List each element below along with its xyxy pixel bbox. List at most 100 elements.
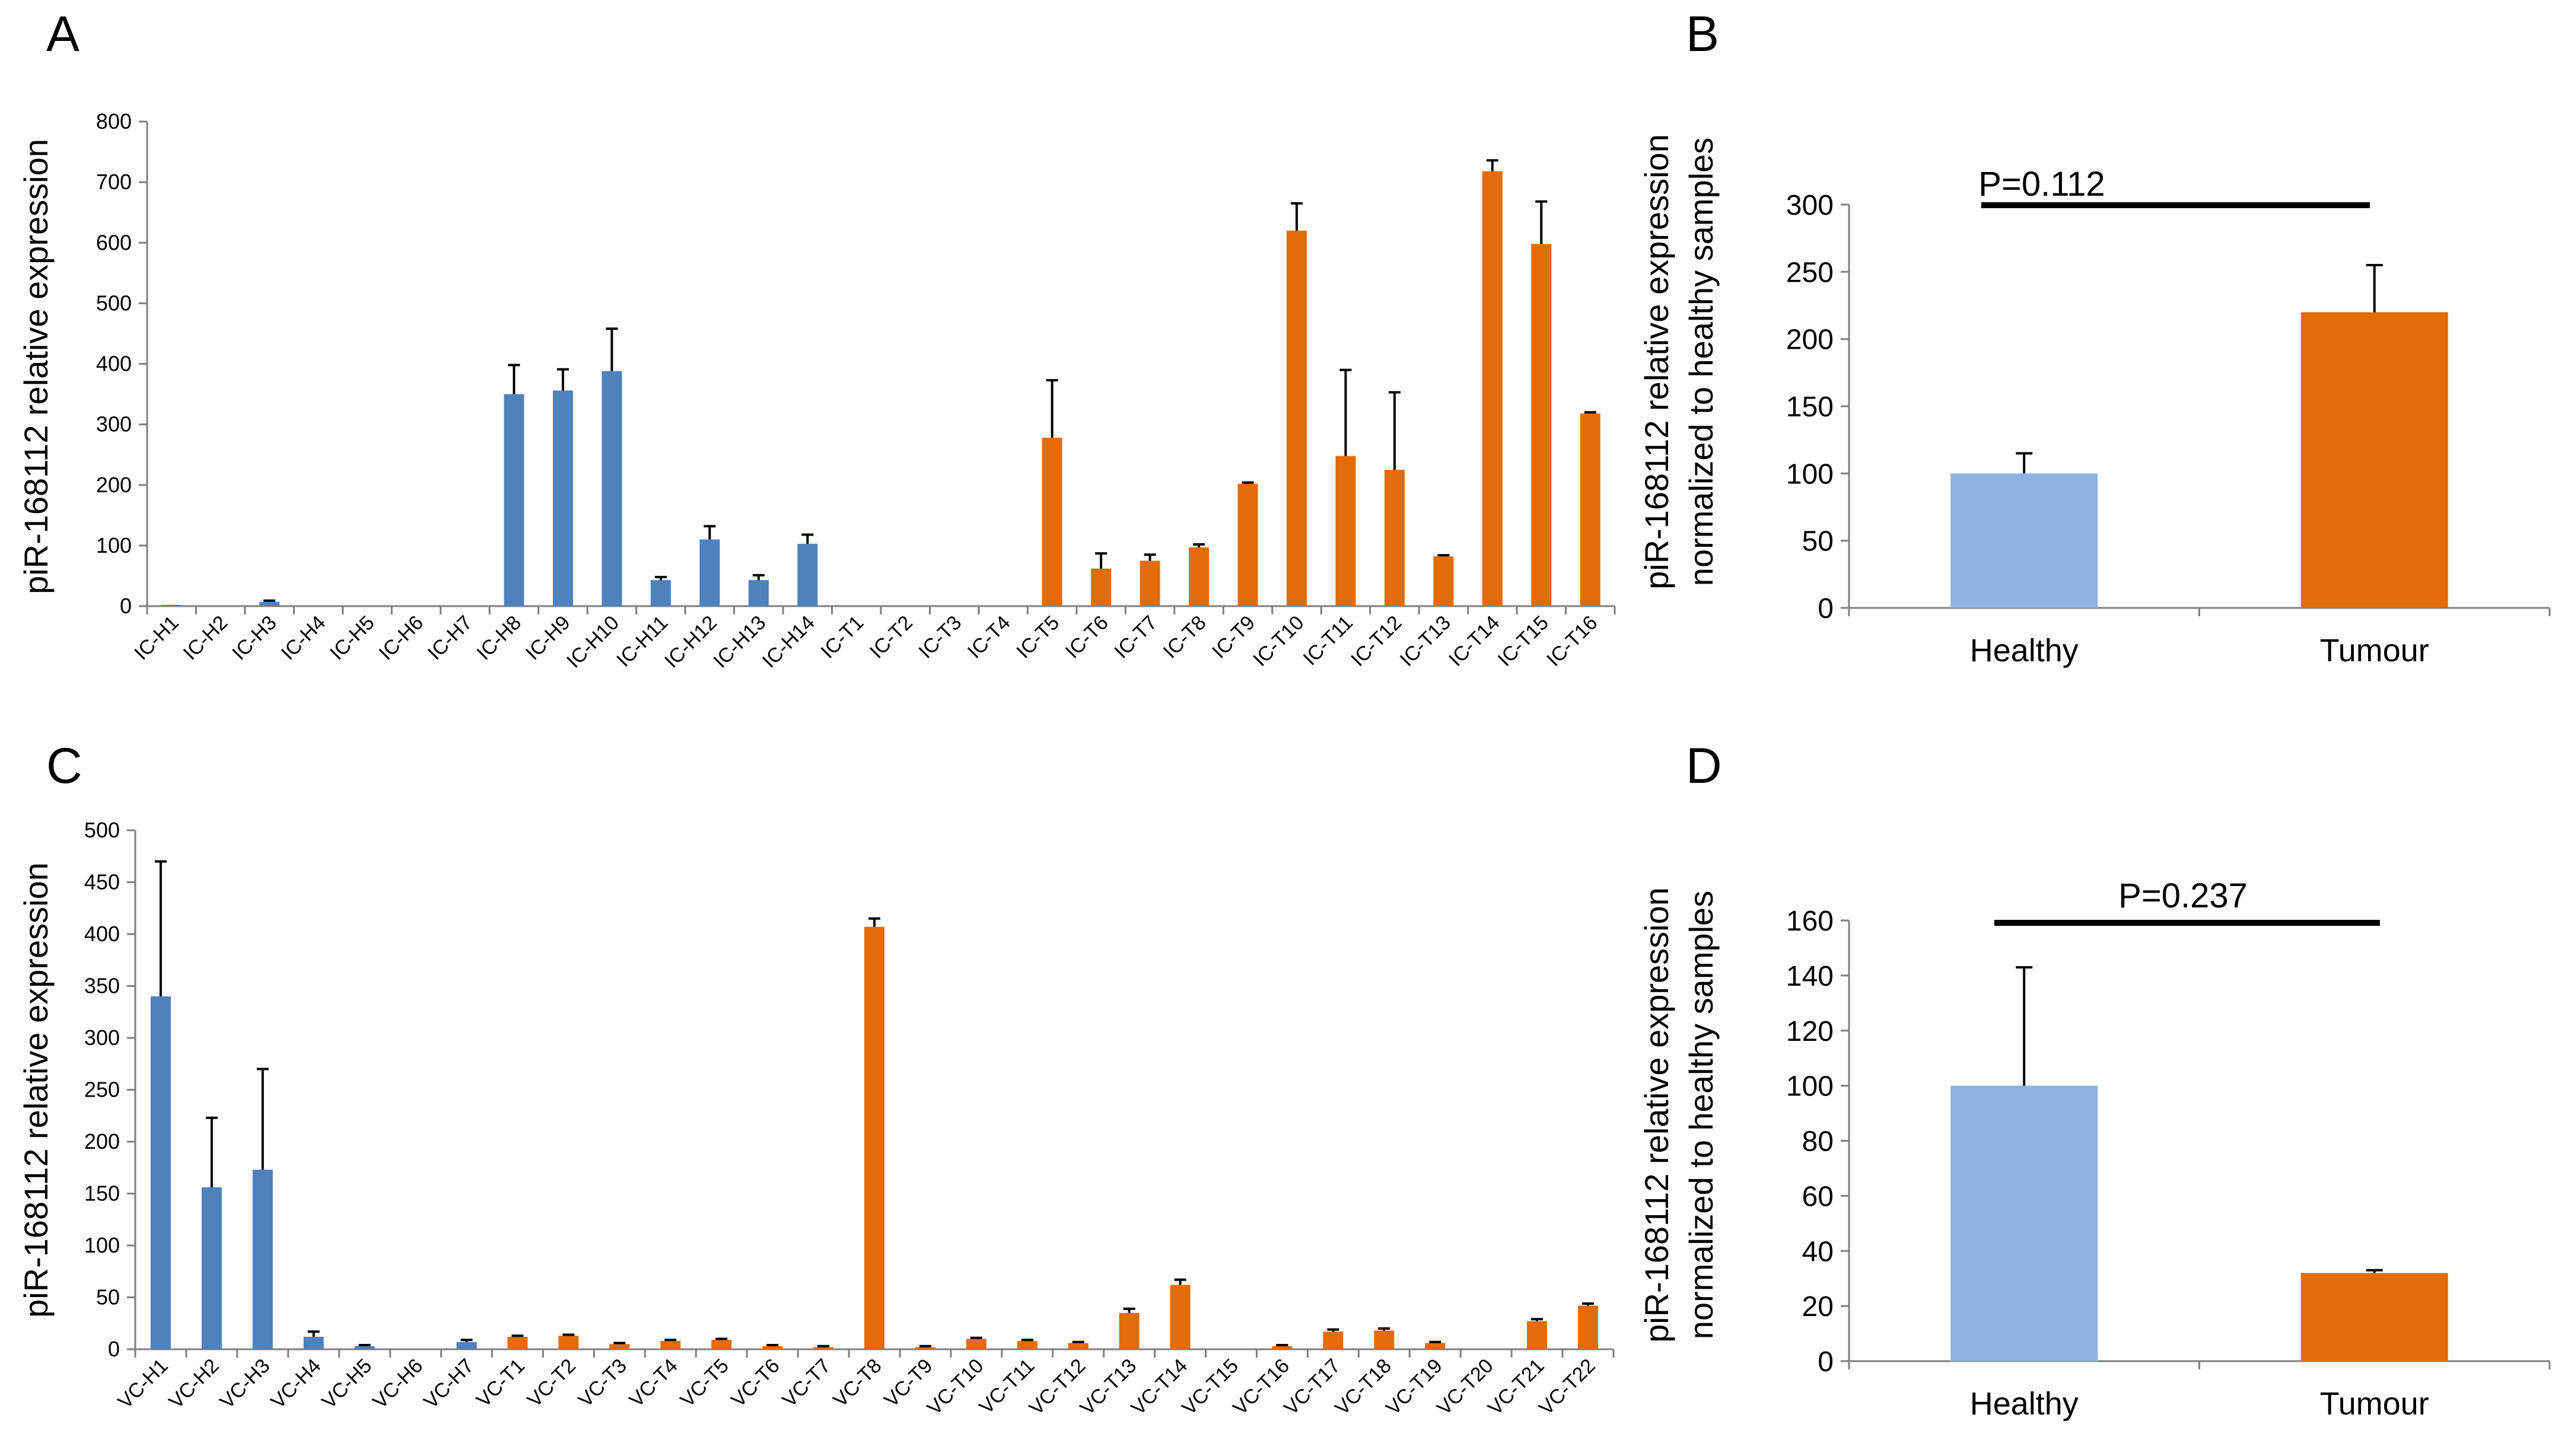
panel-c-category-label: VC-H3: [215, 1355, 274, 1413]
panel-a-ylabel: piR-168112 relative expression: [17, 139, 55, 594]
panel-c-category-label: VC-T17: [1280, 1355, 1345, 1420]
panel-c-ytick-label: 100: [84, 1233, 120, 1257]
panel-a-category-label: IC-T5: [1012, 611, 1064, 663]
panel-b-ytick-label: 100: [1786, 458, 1834, 490]
panel-a-ytick-label: 0: [120, 594, 132, 618]
panel-c-bar-vc-t18: [1374, 1330, 1395, 1349]
panel-c-category-label: VC-T5: [676, 1355, 733, 1412]
panel-a-category-label: IC-H6: [375, 611, 428, 665]
panel-a-category-label: IC-T10: [1249, 611, 1308, 671]
panel-a-ytick-label: 500: [96, 291, 132, 315]
panel-d-p-value: P=0.237: [2118, 877, 2248, 915]
panel-c-bar-vc-t14: [1170, 1285, 1191, 1349]
panel-c-ytick-label: 250: [84, 1078, 120, 1102]
panel-c-bar-vc-h7: [456, 1342, 477, 1349]
panel-d-ytick-label: 80: [1802, 1126, 1834, 1158]
panel-c-ytick-label: 300: [84, 1025, 120, 1050]
panel-a-bar-ic-h8: [504, 394, 524, 606]
panel-c-category-label: VC-T7: [778, 1355, 835, 1412]
panel-c-ytick-label: 400: [84, 922, 120, 946]
panel-a-category-label: IC-H7: [424, 611, 477, 665]
panel-a-bar-ic-t11: [1335, 455, 1356, 606]
panel-c-category-label: VC-H4: [266, 1355, 325, 1413]
panel-c-ytick-label: 500: [84, 818, 120, 842]
panel-c-category-label: VC-T4: [625, 1355, 682, 1412]
panel-c-category-label: VC-T12: [1025, 1355, 1090, 1420]
panel-c-ytick-label: 350: [84, 974, 120, 998]
panel-a-category-label: IC-T1: [816, 611, 868, 663]
panel-a-category-label: IC-T2: [865, 611, 917, 663]
panel-d-ytick-label: 0: [1818, 1346, 1834, 1378]
panel-c-bar-vc-t19: [1425, 1343, 1446, 1349]
panel-c-bar-vc-t11: [1017, 1341, 1038, 1349]
panel-a-bar-ic-t9: [1237, 483, 1258, 606]
panel-c-bar-vc-t10: [966, 1339, 986, 1349]
panel-c-bar-vc-t22: [1578, 1305, 1599, 1349]
panel-a-bar-ic-h13: [748, 580, 769, 606]
panel-a-bar-ic-h9: [552, 390, 573, 606]
panel-a-ytick-label: 200: [96, 473, 132, 497]
panel-d-ytick-label: 120: [1786, 1016, 1834, 1047]
panel-c-bar-vc-t13: [1119, 1312, 1140, 1349]
panel-a-bar-ic-t5: [1042, 438, 1062, 606]
panel-a-bar-ic-t6: [1091, 568, 1112, 606]
panel-a-category-label: IC-H8: [472, 611, 526, 665]
panel-a-category-label: IC-H11: [612, 611, 672, 671]
panel-c-category-label: VC-T2: [523, 1355, 580, 1412]
panel-c-bar-vc-h4: [303, 1337, 324, 1349]
panel-c-category-label: VC-T13: [1076, 1355, 1141, 1420]
panel-c-bar-vc-t1: [507, 1337, 528, 1349]
panel-c-ytick-label: 0: [108, 1337, 120, 1361]
panel-a-category-label: IC-H14: [758, 611, 819, 673]
panel-a-bar-ic-t16: [1580, 413, 1600, 606]
panel-c-category-label: VC-T15: [1178, 1355, 1243, 1420]
panel-a-category-label: IC-H4: [277, 611, 330, 665]
panel-d-ytick-label: 160: [1786, 906, 1834, 937]
panel-c-bar-vc-h5: [354, 1346, 375, 1349]
panel-c-category-label: VC-T8: [829, 1355, 886, 1412]
panel-letter-c: C: [46, 738, 82, 794]
panel-c-bar-vc-h3: [252, 1170, 273, 1349]
panel-a-ytick-label: 100: [96, 533, 132, 557]
panel-c-bar-vc-t4: [660, 1341, 681, 1349]
panel-letter-b: B: [1686, 6, 1719, 62]
panel-d-ylabel-line1: piR-168112 relative expression: [1638, 887, 1675, 1343]
panel-a-category-label: IC-T12: [1347, 611, 1406, 671]
panel-a-category-label: IC-H12: [660, 611, 721, 673]
panel-a-category-label: IC-T15: [1494, 611, 1553, 671]
panel-a-bar-ic-t12: [1384, 470, 1405, 606]
panel-b-ylabel-line1: piR-168112 relative expression: [1638, 134, 1675, 590]
panel-a-bar-ic-h3: [259, 601, 280, 606]
panel-a-category-label: IC-H5: [326, 611, 379, 665]
panel-c-category-label: VC-T22: [1535, 1355, 1600, 1420]
panel-a-bar-ic-h10: [602, 371, 622, 606]
panel-b-chart: piR-168112 relative expression normalize…: [1638, 134, 2551, 668]
panel-a-bar-ic-h12: [699, 539, 720, 606]
panel-a-category-label: IC-H1: [130, 611, 183, 665]
panel-a-category-label: IC-T14: [1444, 611, 1504, 671]
panel-c-category-label: VC-T14: [1127, 1355, 1192, 1420]
panel-c-bar-vc-t12: [1068, 1343, 1089, 1349]
panel-c-category-label: VC-T21: [1484, 1355, 1549, 1420]
panel-a-bar-ic-h14: [797, 543, 818, 606]
panel-a-category-label: IC-H2: [179, 611, 233, 665]
panel-a-category-label: IC-H10: [562, 611, 623, 673]
panel-c-bar-vc-t3: [609, 1344, 630, 1349]
panel-c-category-label: VC-H6: [368, 1355, 427, 1413]
panel-a-bar-ic-t15: [1531, 244, 1552, 607]
panel-a-category-label: IC-T3: [914, 611, 966, 663]
panel-c-bar-vc-t6: [762, 1346, 783, 1349]
panel-d-chart: piR-168112 relative expression normalize…: [1638, 877, 2551, 1422]
panel-a-bar-ic-t10: [1286, 230, 1307, 606]
panel-d-ytick-label: 100: [1786, 1071, 1834, 1103]
panel-d-ytick-label: 140: [1786, 961, 1834, 992]
panel-c-bar-vc-h1: [150, 996, 171, 1349]
panel-c-bar-vc-t21: [1527, 1321, 1548, 1349]
panel-a-bar-ic-t7: [1140, 560, 1160, 606]
panel-d-ylabel: piR-168112 relative expression normalize…: [1638, 887, 1720, 1343]
panel-a-ytick-label: 300: [96, 412, 132, 437]
panel-letter-a: A: [46, 6, 79, 62]
panel-c-bar-vc-t8: [864, 926, 884, 1349]
panel-b-ytick-label: 250: [1786, 257, 1834, 288]
